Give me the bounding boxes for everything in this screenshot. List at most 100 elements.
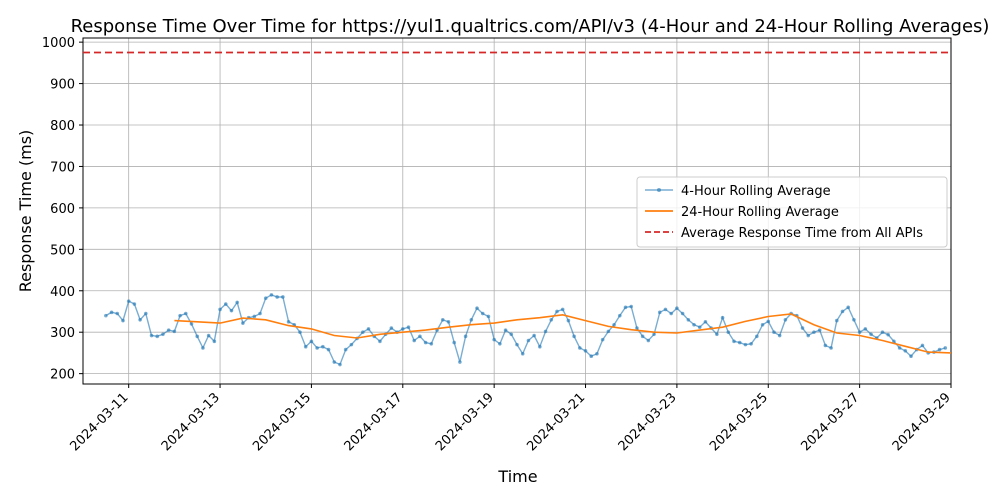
data-point <box>281 295 285 299</box>
data-point <box>595 351 599 356</box>
data-point <box>920 343 925 348</box>
y-tick-label: 200 <box>50 368 75 383</box>
data-point <box>680 311 685 316</box>
data-point <box>937 347 942 352</box>
data-point <box>817 328 822 332</box>
data-point <box>646 338 651 343</box>
data-point <box>258 311 262 316</box>
data-point <box>475 306 479 310</box>
data-point <box>566 318 571 323</box>
data-point <box>772 330 776 335</box>
data-point <box>406 325 411 330</box>
data-point <box>126 299 131 303</box>
data-point <box>418 334 422 339</box>
data-point <box>549 317 554 322</box>
data-point <box>498 342 502 346</box>
data-point <box>452 340 456 345</box>
legend-label: 4-Hour Rolling Average <box>681 184 831 199</box>
data-point <box>104 313 108 318</box>
data-point <box>578 346 582 350</box>
data-point <box>138 317 142 322</box>
data-point <box>520 351 525 356</box>
data-point <box>737 340 742 345</box>
x-tick-label: 2024-03-11 <box>67 390 131 454</box>
data-point <box>538 344 542 349</box>
data-point <box>783 317 788 322</box>
data-point <box>400 327 405 331</box>
data-point <box>800 326 805 330</box>
data-point <box>657 310 662 315</box>
data-point <box>366 327 371 331</box>
data-point <box>777 333 782 338</box>
data-point <box>589 354 594 359</box>
data-point <box>743 342 748 347</box>
data-point <box>463 334 468 339</box>
data-point <box>543 329 548 334</box>
y-tick-label: 400 <box>50 285 75 300</box>
data-point <box>629 304 634 309</box>
x-tick-label: 2024-03-13 <box>159 390 223 454</box>
data-point <box>235 300 239 305</box>
data-point <box>378 339 382 344</box>
data-point <box>389 326 394 330</box>
data-point <box>423 340 428 345</box>
x-tick-label: 2024-03-29 <box>890 390 954 454</box>
data-point <box>440 317 445 322</box>
data-point <box>532 333 536 338</box>
data-point <box>749 342 753 346</box>
data-point <box>583 349 588 353</box>
data-point <box>686 317 691 322</box>
data-point <box>869 332 873 337</box>
data-point <box>172 329 177 334</box>
data-point <box>480 311 485 316</box>
data-point <box>697 325 702 330</box>
data-point <box>269 293 274 297</box>
data-point <box>412 338 417 343</box>
data-point <box>309 339 314 344</box>
data-point <box>349 342 354 347</box>
data-point <box>338 362 342 367</box>
data-point <box>469 317 474 322</box>
x-tick-label: 2024-03-25 <box>707 390 771 454</box>
data-point <box>703 320 708 324</box>
data-point <box>892 339 896 344</box>
data-point <box>669 311 673 316</box>
x-tick-label: 2024-03-23 <box>616 390 680 454</box>
data-point <box>144 311 148 316</box>
data-point <box>623 305 628 310</box>
data-point <box>361 330 365 335</box>
data-point <box>429 342 434 346</box>
x-tick-label: 2024-03-19 <box>433 390 497 454</box>
data-point <box>206 333 211 338</box>
data-point <box>298 330 302 335</box>
series-line-0 <box>105 294 946 366</box>
data-point <box>303 344 308 349</box>
series-line-1 <box>174 313 952 354</box>
plot-area <box>82 37 952 385</box>
data-point <box>829 346 833 350</box>
data-point <box>640 334 645 339</box>
data-point <box>263 296 268 301</box>
data-point <box>286 320 291 324</box>
y-axis-label: Response Time (ms) <box>16 130 35 293</box>
data-point <box>692 322 696 327</box>
data-point <box>846 305 851 310</box>
data-point <box>897 346 902 350</box>
data-point <box>218 307 222 312</box>
y-tick-label: 300 <box>50 326 75 341</box>
chart-title: Response Time Over Time for https://yul1… <box>71 16 990 37</box>
data-point <box>755 334 759 339</box>
data-point <box>321 344 325 349</box>
data-point <box>526 338 531 343</box>
data-point <box>852 317 856 322</box>
data-point <box>241 321 245 325</box>
legend-label: Average Response Time from All APIs <box>681 226 923 241</box>
data-point <box>863 327 868 331</box>
data-point <box>555 309 559 314</box>
data-point <box>195 334 200 339</box>
data-point <box>612 322 616 327</box>
data-point <box>903 349 908 353</box>
data-point <box>943 346 948 350</box>
data-point <box>109 310 114 315</box>
